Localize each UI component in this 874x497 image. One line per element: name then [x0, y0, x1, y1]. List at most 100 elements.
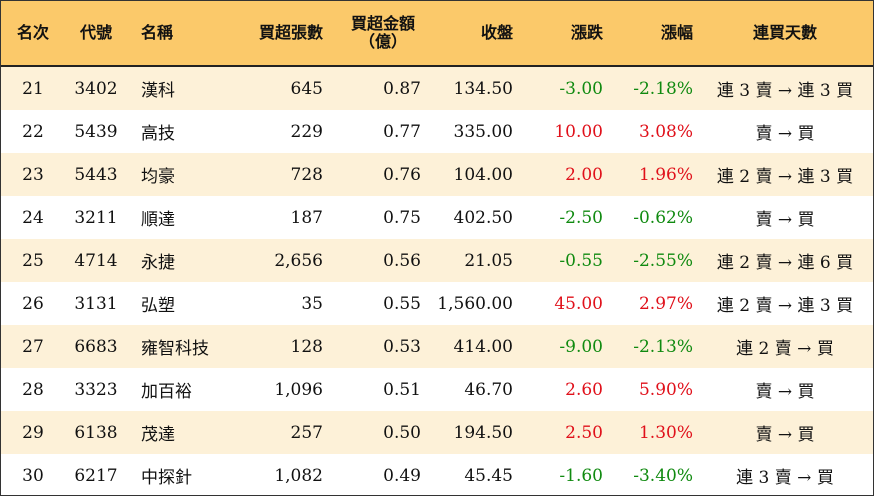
change-cell: -2.50 [559, 207, 603, 228]
net-buy-volume-cell: 35 [301, 293, 323, 314]
change-pct-cell: -2.18% [633, 78, 693, 99]
header-change: 漲跌 [570, 23, 603, 42]
header-net-buy-amount-line1: 買超金額 [350, 14, 415, 33]
change-pct-cell: -0.62% [633, 207, 693, 228]
net-buy-volume-cell: 128 [290, 336, 323, 357]
name-cell: 高技 [141, 124, 175, 144]
close-cell: 1,560.00 [437, 293, 513, 314]
net-buy-amount-cell: 0.56 [383, 250, 421, 271]
header-net-buy-amount-line2: （億） [358, 32, 407, 51]
consecutive-days-cell: 賣 → 買 [755, 425, 815, 445]
change-cell: -9.00 [559, 336, 603, 357]
consecutive-days-cell: 賣 → 買 [755, 124, 815, 144]
change-pct-cell: 1.30% [638, 422, 693, 443]
net-buy-volume-cell: 2,656 [274, 250, 323, 271]
header-net-buy-amount: 買超金額 （億） [345, 1, 421, 65]
net-buy-amount-cell: 0.51 [383, 379, 421, 400]
rank-cell: 30 [22, 465, 44, 486]
change-cell: -0.55 [559, 250, 603, 271]
change-cell: 45.00 [554, 293, 603, 314]
consecutive-days-cell: 連 2 賣 → 買 [736, 339, 834, 359]
table-row: 29 6138 茂達 257 0.50 194.50 2.50 1.30% 賣 → 買 [1, 411, 873, 454]
code-cell: 3131 [74, 293, 118, 314]
change-pct-cell: -2.55% [633, 250, 693, 271]
change-pct-cell: 2.97% [638, 293, 693, 314]
net-buy-volume-cell: 229 [290, 121, 323, 142]
name-cell: 永捷 [141, 253, 175, 273]
change-cell: 10.00 [554, 121, 603, 142]
rank-cell: 24 [22, 207, 44, 228]
header-code: 代號 [79, 23, 112, 42]
rank-cell: 22 [22, 121, 44, 142]
header-change-pct: 漲幅 [660, 23, 693, 42]
code-cell: 4714 [74, 250, 118, 271]
net-buy-amount-cell: 0.77 [383, 121, 421, 142]
net-buy-amount-cell: 0.53 [383, 336, 421, 357]
table-row: 25 4714 永捷 2,656 0.56 21.05 -0.55 -2.55% 連 2 賣 →… [1, 239, 873, 282]
code-cell: 5439 [74, 121, 118, 142]
table-row: 27 6683 雍智科技 128 0.53 414.00 -9.00 -2.13% 連 2 賣 … [1, 325, 873, 368]
table-row: 30 6217 中探針 1,082 0.49 45.45 -1.60 -3.40% 連 3 賣 … [1, 454, 873, 497]
consecutive-days-cell: 連 2 賣 → 連 3 買 [716, 296, 854, 316]
table-row: 21 3402 漢科 645 0.87 134.50 -3.00 -2.18% 連 3 賣 → … [1, 67, 873, 110]
close-cell: 45.45 [464, 465, 513, 486]
code-cell: 3211 [74, 207, 118, 228]
code-cell: 6138 [74, 422, 118, 443]
net-buy-amount-cell: 0.50 [383, 422, 421, 443]
consecutive-days-cell: 賣 → 買 [755, 382, 815, 402]
header-consecutive-days: 連買天數 [752, 23, 817, 42]
net-buy-volume-cell: 187 [290, 207, 323, 228]
name-cell: 加百裕 [141, 382, 192, 402]
rank-cell: 27 [22, 336, 44, 357]
change-pct-cell: 5.90% [638, 379, 693, 400]
consecutive-days-cell: 連 2 賣 → 連 6 買 [716, 253, 854, 273]
consecutive-days-cell: 賣 → 買 [755, 210, 815, 230]
rank-cell: 25 [22, 250, 44, 271]
rank-cell: 28 [22, 379, 44, 400]
rank-cell: 29 [22, 422, 44, 443]
consecutive-days-cell: 連 3 賣 → 買 [736, 468, 834, 488]
rank-cell: 23 [22, 164, 44, 185]
header-name: 名稱 [141, 23, 174, 42]
close-cell: 194.50 [453, 422, 513, 443]
change-pct-cell: 1.96% [638, 164, 693, 185]
consecutive-days-cell: 連 3 賣 → 連 3 買 [716, 81, 854, 101]
net-buy-volume-cell: 1,096 [274, 379, 323, 400]
change-cell: 2.60 [565, 379, 603, 400]
code-cell: 3323 [74, 379, 118, 400]
rank-cell: 21 [22, 78, 44, 99]
code-cell: 3402 [74, 78, 118, 99]
close-cell: 46.70 [464, 379, 513, 400]
table-row: 28 3323 加百裕 1,096 0.51 46.70 2.60 5.90% 賣 → 買 [1, 368, 873, 411]
name-cell: 均豪 [141, 167, 175, 187]
rank-cell: 26 [22, 293, 44, 314]
table-row: 24 3211 順達 187 0.75 402.50 -2.50 -0.62% 賣 → 買 [1, 196, 873, 239]
code-cell: 6217 [74, 465, 118, 486]
name-cell: 弘塑 [141, 296, 175, 316]
header-close: 收盤 [480, 23, 513, 42]
net-buy-volume-cell: 645 [290, 78, 323, 99]
table-row: 23 5443 均豪 728 0.76 104.00 2.00 1.96% 連 2 賣 → 連 … [1, 153, 873, 196]
name-cell: 雍智科技 [141, 339, 209, 359]
change-pct-cell: 3.08% [638, 121, 693, 142]
code-cell: 6683 [74, 336, 118, 357]
net-buy-amount-cell: 0.87 [383, 78, 421, 99]
table-row: 22 5439 高技 229 0.77 335.00 10.00 3.08% 賣 → 買 [1, 110, 873, 153]
change-pct-cell: -3.40% [633, 465, 693, 486]
name-cell: 茂達 [141, 425, 175, 445]
change-cell: 2.50 [565, 422, 603, 443]
table-header: 名次 代號 名稱 買超張數 買超金額 （億） 收盤 漲跌 漲幅 連買天數 [1, 1, 873, 67]
net-buy-amount-cell: 0.55 [383, 293, 421, 314]
name-cell: 中探針 [141, 468, 192, 488]
consecutive-days-cell: 連 2 賣 → 連 3 買 [716, 167, 854, 187]
net-buy-volume-cell: 728 [290, 164, 323, 185]
close-cell: 402.50 [453, 207, 513, 228]
net-buy-amount-cell: 0.49 [383, 465, 421, 486]
close-cell: 21.05 [464, 250, 513, 271]
close-cell: 134.50 [453, 78, 513, 99]
net-buy-volume-cell: 1,082 [274, 465, 323, 486]
change-cell: -3.00 [559, 78, 603, 99]
net-buy-amount-cell: 0.75 [383, 207, 421, 228]
table-row: 26 3131 弘塑 35 0.55 1,560.00 45.00 2.97% 連 2 賣 → … [1, 282, 873, 325]
